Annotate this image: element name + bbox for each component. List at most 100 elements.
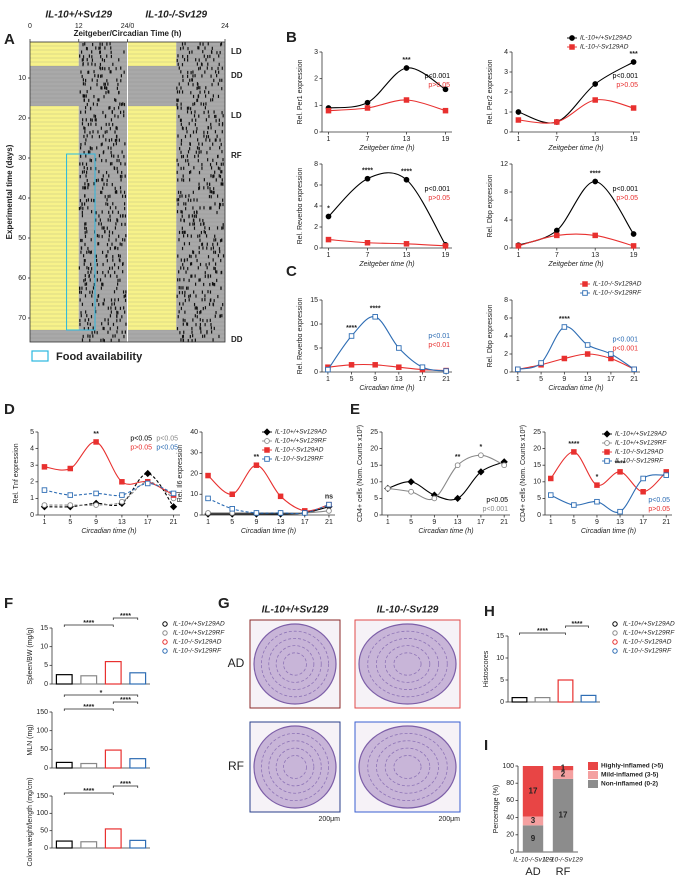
activity bbox=[85, 222, 87, 226]
activity bbox=[120, 110, 122, 114]
legend-label: IL-10-/-Sv129AD bbox=[593, 281, 642, 288]
activity bbox=[116, 86, 119, 90]
activity bbox=[216, 270, 218, 274]
activity bbox=[80, 50, 83, 54]
x-tick-label: 17 bbox=[419, 376, 427, 383]
activity bbox=[179, 302, 181, 306]
activity bbox=[212, 174, 214, 179]
activity bbox=[189, 142, 191, 146]
marker bbox=[170, 490, 177, 497]
activity bbox=[100, 55, 102, 59]
activity bbox=[177, 54, 179, 58]
marker bbox=[443, 368, 449, 374]
activity bbox=[180, 106, 182, 110]
histology-image bbox=[354, 619, 461, 709]
activity bbox=[106, 42, 108, 46]
phase-label: LD bbox=[231, 47, 242, 56]
activity bbox=[183, 58, 186, 62]
activity bbox=[82, 82, 85, 86]
activity bbox=[207, 62, 209, 66]
activity bbox=[219, 314, 221, 318]
activity bbox=[217, 94, 220, 99]
activity bbox=[215, 70, 217, 74]
activity bbox=[83, 327, 85, 331]
marker bbox=[93, 439, 99, 445]
activity bbox=[82, 55, 85, 59]
activity bbox=[123, 70, 125, 74]
activity bbox=[104, 46, 106, 50]
activity bbox=[81, 202, 83, 206]
y-tick-label: 100 bbox=[36, 810, 48, 817]
legend-swatch bbox=[162, 639, 168, 645]
panel-letter: I bbox=[484, 737, 488, 754]
activity bbox=[191, 214, 193, 218]
activity bbox=[124, 294, 127, 298]
activity bbox=[101, 234, 103, 239]
activity bbox=[197, 154, 199, 158]
activity bbox=[87, 270, 89, 274]
activity bbox=[220, 170, 222, 174]
stat-text: p>0.05 bbox=[648, 506, 670, 513]
activity bbox=[85, 199, 88, 203]
activity bbox=[81, 302, 84, 306]
activity bbox=[109, 106, 111, 110]
activity bbox=[80, 250, 82, 254]
x-tick-label: 1 bbox=[326, 376, 330, 383]
significance: **** bbox=[120, 781, 131, 788]
activity bbox=[180, 166, 182, 171]
activity bbox=[183, 178, 185, 182]
activity bbox=[199, 278, 201, 282]
activity bbox=[117, 282, 119, 286]
x-tick-label: 13 bbox=[591, 136, 599, 143]
legend-swatch bbox=[588, 780, 598, 788]
y-axis-label: Percentage (%) bbox=[493, 785, 500, 834]
activity bbox=[79, 162, 81, 166]
activity bbox=[198, 150, 200, 154]
activity bbox=[101, 190, 103, 195]
activity bbox=[91, 78, 93, 82]
activity bbox=[207, 55, 209, 59]
activity bbox=[112, 123, 114, 127]
marker bbox=[364, 105, 371, 111]
x-axis-label: Circadian time (h) bbox=[581, 528, 636, 535]
activity bbox=[201, 142, 203, 146]
activity bbox=[192, 206, 194, 210]
x-tick-label: 13 bbox=[584, 376, 592, 383]
activity bbox=[121, 150, 123, 154]
activity bbox=[89, 290, 91, 294]
significance: *** bbox=[630, 51, 638, 58]
marker bbox=[41, 464, 48, 470]
activity bbox=[187, 58, 189, 62]
activity bbox=[183, 166, 185, 170]
activity bbox=[215, 119, 217, 123]
activity bbox=[82, 206, 84, 211]
x-tick-label: 1 bbox=[549, 519, 553, 526]
activity bbox=[114, 263, 116, 267]
tissue-fold bbox=[268, 740, 322, 794]
activity bbox=[181, 90, 184, 94]
activity bbox=[207, 290, 209, 294]
activity bbox=[124, 222, 126, 226]
activity bbox=[176, 106, 179, 110]
activity bbox=[79, 90, 81, 94]
activity bbox=[179, 331, 181, 335]
activity bbox=[98, 302, 100, 307]
marker bbox=[477, 468, 485, 476]
activity bbox=[176, 90, 179, 94]
activity bbox=[112, 210, 114, 214]
x-tick-label: 13 bbox=[277, 519, 285, 526]
series-line bbox=[207, 464, 330, 512]
activity bbox=[119, 278, 121, 282]
series bbox=[515, 97, 637, 125]
activity bbox=[125, 322, 127, 326]
activity bbox=[79, 318, 81, 323]
strain-label: IL-10-/-Sv129 bbox=[543, 857, 583, 864]
x-axis-label: Circadian time (h) bbox=[418, 528, 473, 535]
activity bbox=[118, 234, 120, 238]
marker bbox=[592, 232, 598, 239]
activity bbox=[204, 274, 206, 278]
activity bbox=[119, 174, 122, 179]
marker bbox=[442, 243, 449, 249]
activity bbox=[90, 210, 93, 214]
activity bbox=[85, 282, 88, 286]
